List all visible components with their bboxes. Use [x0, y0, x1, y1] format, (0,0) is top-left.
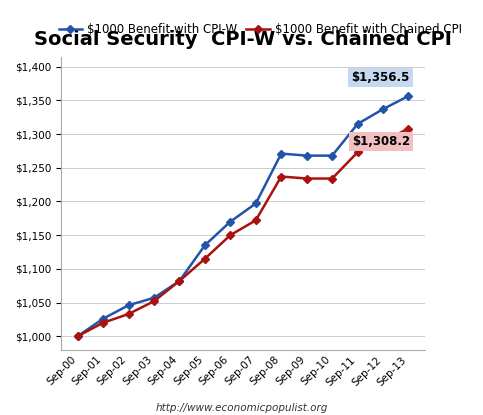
$1000 Benefit with CPI-W [177, 278, 183, 283]
$1000 Benefit with CPI-W [406, 93, 412, 98]
$1000 Benefit with Chained CPI [202, 256, 208, 261]
Line: $1000 Benefit with CPI-W: $1000 Benefit with CPI-W [75, 93, 412, 339]
$1000 Benefit with Chained CPI [151, 299, 157, 304]
$1000 Benefit with CPI-W [278, 151, 284, 156]
$1000 Benefit with Chained CPI [126, 312, 131, 317]
Legend: $1000 Benefit with CPI-W, $1000 Benefit with Chained CPI: $1000 Benefit with CPI-W, $1000 Benefit … [54, 18, 467, 41]
$1000 Benefit with Chained CPI [329, 176, 335, 181]
$1000 Benefit with CPI-W [329, 153, 335, 158]
$1000 Benefit with Chained CPI [75, 334, 81, 339]
$1000 Benefit with Chained CPI [177, 278, 183, 283]
$1000 Benefit with CPI-W [151, 295, 157, 300]
$1000 Benefit with CPI-W [380, 107, 386, 112]
Text: http://www.economicpopulist.org: http://www.economicpopulist.org [156, 403, 327, 413]
$1000 Benefit with Chained CPI [355, 150, 360, 155]
$1000 Benefit with Chained CPI [278, 174, 284, 179]
$1000 Benefit with CPI-W [355, 122, 360, 127]
$1000 Benefit with CPI-W [202, 243, 208, 248]
$1000 Benefit with CPI-W [253, 201, 259, 206]
$1000 Benefit with Chained CPI [227, 233, 233, 238]
$1000 Benefit with CPI-W [100, 316, 106, 321]
$1000 Benefit with CPI-W [75, 334, 81, 339]
Text: $1,356.5: $1,356.5 [352, 71, 410, 84]
$1000 Benefit with Chained CPI [406, 126, 412, 131]
$1000 Benefit with Chained CPI [253, 218, 259, 223]
$1000 Benefit with Chained CPI [380, 139, 386, 144]
$1000 Benefit with CPI-W [304, 153, 310, 158]
$1000 Benefit with Chained CPI [304, 176, 310, 181]
Title: Social Security  CPI-W vs. Chained CPI: Social Security CPI-W vs. Chained CPI [34, 30, 452, 49]
$1000 Benefit with Chained CPI [100, 320, 106, 325]
Text: $1,308.2: $1,308.2 [352, 135, 410, 148]
Line: $1000 Benefit with Chained CPI: $1000 Benefit with Chained CPI [75, 126, 412, 339]
$1000 Benefit with CPI-W [227, 219, 233, 224]
$1000 Benefit with CPI-W [126, 303, 131, 308]
